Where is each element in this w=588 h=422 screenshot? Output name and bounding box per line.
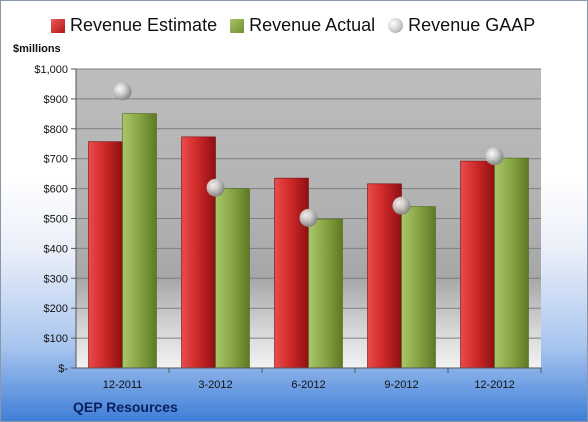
x-tick-label: 12-2012	[474, 379, 514, 391]
axes	[75, 69, 542, 373]
company-name: QEP Resources	[73, 399, 178, 415]
y-tick-label: $700	[44, 154, 68, 166]
tick-labels: $- $100 $200 $300 $400 $500 $600 $700 $800 $900 $1…	[34, 64, 514, 391]
x-tick-label: 3-2012	[198, 379, 232, 391]
x-tick-label: 9-2012	[384, 379, 418, 391]
y-tick-label: $500	[44, 214, 68, 226]
legend-label-gaap: Revenue GAAP	[408, 15, 536, 35]
y-tick-label: $900	[44, 94, 68, 106]
x-tick-label: 12-2011	[103, 379, 143, 391]
legend-swatch-gaap	[388, 18, 404, 33]
y-axis-units-label: $millions	[13, 43, 61, 55]
y-tick-label: $100	[44, 333, 68, 345]
bar-revenue-actual	[215, 188, 250, 369]
legend-label-actual: Revenue Actual	[249, 15, 376, 35]
marker-revenue-gaap	[485, 147, 504, 166]
legend-item-estimate: Revenue Estimate	[51, 15, 217, 36]
y-tick-label: $600	[44, 184, 68, 196]
legend-item-actual: Revenue Actual	[230, 15, 375, 36]
bar-revenue-actual	[494, 157, 529, 369]
legend-swatch-estimate	[51, 18, 65, 33]
y-tick-label: $200	[44, 303, 68, 315]
y-tick-label: $300	[44, 273, 68, 285]
marker-revenue-gaap	[299, 208, 318, 227]
marker-revenue-gaap	[392, 196, 411, 215]
bar-revenue-actual	[401, 206, 436, 369]
marker-revenue-gaap	[113, 82, 132, 101]
bar-revenue-actual	[308, 218, 343, 369]
bar-revenue-estimate	[274, 177, 309, 369]
chart-legend: Revenue Estimate Revenue Actual Revenue …	[51, 15, 548, 36]
x-tick-label: 6-2012	[291, 379, 325, 391]
y-tick-label: $400	[44, 243, 68, 255]
legend-item-gaap: Revenue GAAP	[388, 15, 535, 36]
bar-revenue-estimate	[88, 141, 123, 369]
legend-swatch-actual	[230, 18, 245, 33]
marker-revenue-gaap	[206, 178, 225, 197]
bar-revenue-actual	[122, 113, 157, 369]
bar-revenue-estimate	[460, 160, 495, 369]
y-tick-label: $800	[44, 124, 68, 136]
y-tick-label: $1,000	[34, 64, 68, 76]
y-tick-label: $-	[58, 363, 68, 375]
bars	[88, 82, 529, 369]
bar-revenue-estimate	[181, 136, 216, 369]
legend-label-estimate: Revenue Estimate	[70, 15, 218, 35]
